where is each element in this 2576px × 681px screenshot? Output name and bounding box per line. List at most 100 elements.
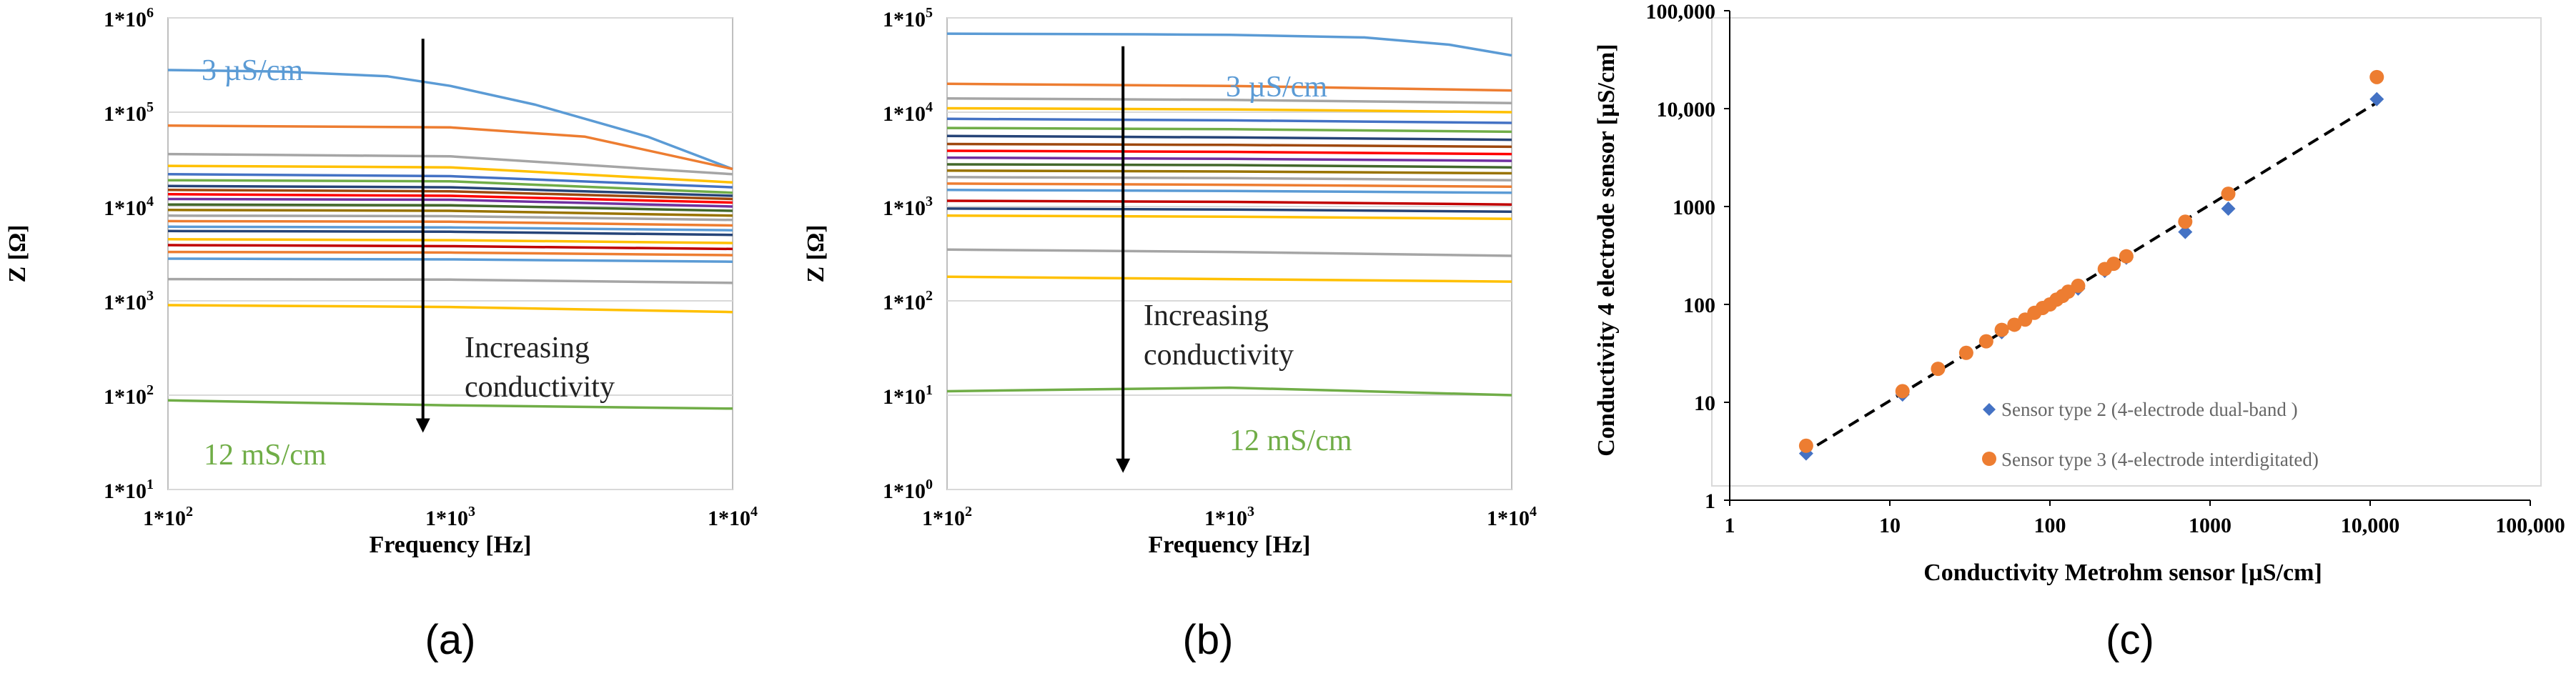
panel-c-point-sensor-type-3: [1895, 384, 1910, 399]
tick-exponent: 4: [750, 504, 758, 520]
panel-c-point-sensor-type-3: [1931, 362, 1946, 377]
panel-c-x-tick-label: 10: [1879, 514, 1901, 537]
tick-exponent: 2: [186, 504, 193, 520]
panel-b-y-tick-label: 1*102: [883, 288, 933, 314]
panel-b-series-line: [946, 142, 1512, 149]
panel-c-point-sensor-type-2: [2221, 202, 2236, 217]
tick-exponent: 3: [468, 504, 475, 520]
panel-c: 1 10 100 1000 10,000 100,000 1 10 100 1000 10,000…: [1593, 0, 2565, 663]
panel-a-x-axis-label: Frequency [Hz]: [370, 532, 532, 558]
panel-c-x-ticks: 1 10 100 1000 10,000 100,000: [1725, 500, 2565, 537]
panel-a-y-tick-label: 1*101: [104, 477, 154, 503]
panel-c-y-ticks: 1 10 100 1000 10,000 100,000: [1646, 0, 1730, 513]
panel-c-y-axis-label: Conductivity 4 electrode sensor [µS/cm]: [1593, 44, 1620, 456]
panel-a-series-line: [167, 184, 733, 197]
tick-exponent: 2: [965, 504, 972, 520]
panel-a-y-tick-label: 1*106: [104, 5, 154, 31]
panel-a-bottom-label: 12 mS/cm: [204, 439, 327, 472]
panel-b-label: (b): [1183, 617, 1234, 663]
panel-b-arrow-text-line1: Increasing: [1144, 299, 1269, 332]
panel-a-y-tick-label: 1*103: [104, 288, 154, 314]
panel-b-series-line: [946, 169, 1512, 175]
panel-a-label: (a): [425, 617, 476, 663]
panel-a-y-tick-label: 1*105: [104, 99, 154, 126]
panel-c-point-sensor-type-3: [1798, 438, 1813, 453]
panel-c-point-sensor-type-3: [1994, 322, 2009, 337]
panel-b-series-line: [946, 134, 1512, 141]
tick-exponent: 4: [926, 99, 933, 115]
panel-a-series-line: [167, 209, 733, 217]
panel-c-label: (c): [2106, 617, 2154, 663]
panel-b-arrow: [1116, 46, 1131, 473]
panel-a-series-line: [167, 225, 733, 232]
panel-a-series-line: [167, 219, 733, 227]
panel-a-y-tick-label: 1*102: [104, 382, 154, 409]
panel-b-grid: [947, 17, 1512, 490]
panel-a-series-line: [167, 197, 733, 208]
panel-b-y-axis-label: Z [Ω]: [803, 224, 829, 282]
panel-a-top-label: 3 µS/cm: [202, 54, 303, 87]
panel-a-series-line: [167, 124, 733, 171]
panel-b-y-tick-label: 1*101: [883, 382, 933, 409]
panel-b-bottom-label: 12 mS/cm: [1229, 424, 1352, 457]
panel-b-series-line: [946, 176, 1512, 182]
panel-a-series-group: [167, 69, 733, 410]
panel-c-y-tick-label: 100,000: [1646, 0, 1716, 24]
panel-c-point-sensor-type-3: [2106, 257, 2121, 272]
panel-a-series-line: [167, 203, 733, 212]
panel-c-x-tick-label: 100,000: [2495, 514, 2565, 537]
panel-b-y-tick-label: 1*100: [883, 477, 933, 503]
panel-a-series-line: [167, 229, 733, 237]
legend-entry-sensor-type-3: Sensor type 3 (4-electrode interdigitate…: [2001, 449, 2319, 470]
panel-c-y-tick-label: 1000: [1673, 196, 1715, 219]
panel-c-x-tick-label: 10,000: [2341, 514, 2400, 537]
panel-b-series-line: [946, 149, 1512, 156]
tick-exponent: 1: [926, 382, 933, 398]
panel-c-y-tick-label: 1: [1705, 489, 1715, 513]
legend-entry-sensor-type-2: Sensor type 2 (4-electrode dual-band ): [2001, 399, 2298, 420]
tick-exponent: 4: [147, 194, 154, 209]
panel-a-y-tick-label: 1*104: [104, 194, 154, 220]
panel-b-series-line: [946, 248, 1512, 257]
panel-a-series-line: [167, 193, 733, 204]
tick-exponent: 4: [1530, 504, 1537, 520]
panel-a-series-line: [167, 238, 733, 244]
tick-exponent: 1: [147, 477, 154, 492]
panel-a-series-line: [167, 189, 733, 201]
panel-b-x-axis-label: Frequency [Hz]: [1149, 532, 1311, 558]
panel-c-y-tick-label: 100: [1683, 294, 1715, 317]
panel-c-legend: Sensor type 2 (4-electrode dual-band ) S…: [1982, 399, 2319, 470]
tick-exponent: 0: [926, 477, 933, 492]
panel-a-series-line: [167, 244, 733, 251]
tick-exponent: 6: [147, 5, 154, 21]
panel-c-point-sensor-type-3: [2119, 249, 2134, 264]
panel-b-series-line: [946, 117, 1512, 124]
legend-diamond-marker: [1983, 403, 1996, 416]
panel-c-y-tick-label: 10,000: [1657, 98, 1716, 121]
legend-circle-marker: [1982, 452, 1996, 466]
panel-a-y-axis-label: Z [Ω]: [4, 224, 31, 282]
panel-c-point-sensor-type-3: [2178, 214, 2193, 229]
panel-c-point-sensor-type-3: [2071, 278, 2086, 293]
panel-a-x-tick-label: 1*104: [708, 504, 758, 530]
panel-b-x-ticks: 1*102 1*103 1*104: [922, 504, 1537, 530]
panel-b-series-line: [946, 386, 1512, 397]
panel-b-x-tick-label: 1*102: [922, 504, 972, 530]
panel-b-y-tick-label: 1*104: [883, 99, 933, 126]
panel-a-series-line: [167, 257, 733, 263]
panel-b-arrow-head: [1116, 458, 1131, 473]
panel-a-series-line: [167, 250, 733, 257]
panel-b-series-line: [946, 182, 1512, 189]
panel-b-series-line: [946, 214, 1512, 221]
panel-a-x-tick-label: 1*103: [425, 504, 475, 530]
panel-a-x-ticks: 1*102 1*103 1*104: [143, 504, 758, 530]
panel-c-point-sensor-type-2: [2178, 224, 2193, 239]
panel-b-y-ticks: 1*100 1*101 1*102 1*103 1*104 1*105: [883, 5, 933, 503]
panel-a-x-tick-label: 1*102: [143, 504, 193, 530]
panel-b-series-line: [946, 126, 1512, 134]
panel-c-x-tick-label: 100: [2034, 514, 2066, 537]
panel-a-series-line: [167, 304, 733, 314]
panel-a-arrow-head: [415, 418, 430, 433]
panel-b-series-line: [946, 82, 1512, 92]
